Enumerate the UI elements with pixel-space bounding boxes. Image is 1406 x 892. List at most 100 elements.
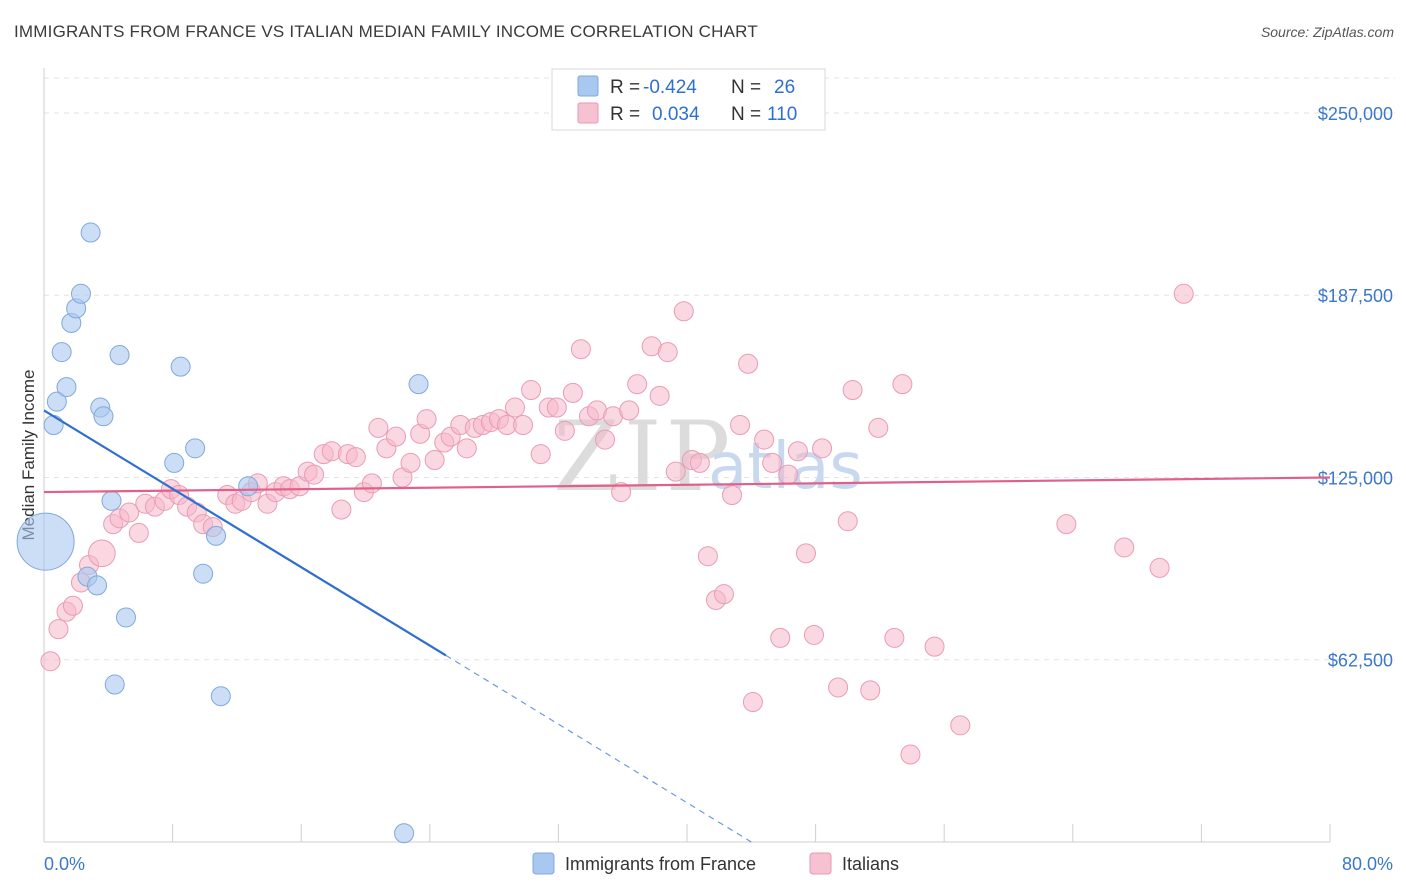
legend-n-label-france: N =: [731, 77, 761, 98]
bottom-legend-swatch-italians: [809, 852, 832, 875]
point-italians: [368, 417, 389, 438]
point-italians: [754, 429, 775, 450]
point-france: [164, 452, 185, 473]
bottom-legend: Immigrants from France Italians: [532, 852, 899, 875]
point-italians: [416, 409, 437, 430]
legend-swatch-france: [577, 75, 599, 97]
point-italians: [900, 744, 921, 765]
point-italians: [892, 374, 913, 395]
x-tick-label-max: 80.0%: [1342, 854, 1393, 874]
point-italians: [562, 382, 583, 403]
chart-title: IMMIGRANTS FROM FRANCE VS ITALIAN MEDIAN…: [14, 22, 758, 41]
y-axis-label: Median Family Income: [19, 369, 38, 540]
point-france: [206, 525, 227, 546]
point-italians: [673, 301, 694, 322]
point-italians: [884, 627, 905, 648]
point-france: [170, 356, 191, 377]
point-italians: [570, 339, 591, 360]
y-tick-label: $62,500: [1328, 651, 1393, 671]
y-tick-label: $187,500: [1318, 286, 1393, 306]
point-italians: [62, 595, 83, 616]
point-france: [43, 415, 64, 436]
point-france: [87, 575, 108, 596]
bottom-legend-label-italians: Italians: [842, 854, 899, 874]
point-italians: [386, 426, 407, 447]
legend-n-label-italians: N =: [731, 104, 761, 125]
legend-r-label-france: R =: [610, 77, 640, 98]
point-italians: [649, 385, 670, 406]
point-italians: [1173, 283, 1194, 304]
point-italians: [361, 473, 382, 494]
point-france: [193, 563, 214, 584]
trend-line-italians: [43, 476, 1331, 494]
legend-n-value-italians: 110: [767, 104, 797, 125]
point-france: [56, 377, 77, 398]
point-italians: [837, 511, 858, 532]
point-italians: [611, 482, 632, 503]
point-italians: [530, 444, 551, 465]
point-france: [185, 438, 206, 459]
legend: R = -0.424 N = 26 R = 0.034 N = 110: [551, 68, 826, 131]
point-italians: [400, 452, 421, 473]
point-italians: [803, 624, 824, 645]
legend-swatch-italians: [577, 102, 599, 124]
point-italians: [787, 441, 808, 462]
legend-r-value-italians: 0.034: [652, 104, 700, 125]
legend-r-label-italians: R =: [610, 104, 640, 125]
point-italians: [424, 450, 445, 470]
point-france: [70, 283, 91, 304]
point-italians: [924, 636, 945, 657]
point-france: [210, 686, 231, 707]
point-italians: [722, 484, 743, 505]
point-italians: [868, 417, 889, 438]
point-italians: [504, 397, 525, 418]
point-france: [80, 222, 101, 243]
point-italians: [48, 619, 69, 640]
point-italians: [950, 715, 971, 736]
point-italians: [619, 400, 640, 421]
point-italians: [742, 692, 763, 713]
bottom-legend-swatch-france: [532, 852, 555, 875]
x-tick-label-min: 0.0%: [44, 854, 85, 874]
point-france: [51, 342, 72, 363]
series-france: [16, 222, 429, 844]
point-france: [16, 512, 75, 571]
axes: [43, 68, 1331, 843]
trend-lines: [43, 409, 1331, 843]
point-france: [46, 391, 67, 412]
point-italians: [546, 397, 567, 418]
point-italians: [778, 464, 799, 485]
point-italians: [1056, 514, 1077, 535]
point-france: [93, 406, 114, 427]
point-france: [101, 490, 122, 511]
point-italians: [513, 415, 534, 436]
point-italians: [595, 429, 616, 450]
point-italians: [119, 502, 140, 523]
point-italians: [842, 380, 863, 401]
gridlines: [44, 77, 1395, 661]
point-italians: [1114, 537, 1135, 558]
legend-r-value-france: -0.424: [643, 77, 697, 98]
point-italians: [828, 677, 849, 698]
point-italians: [40, 651, 61, 672]
point-italians: [88, 539, 116, 568]
y-tick-label: $125,000: [1318, 468, 1393, 488]
point-italians: [730, 415, 751, 436]
point-italians: [128, 522, 149, 543]
point-italians: [770, 627, 791, 648]
point-italians: [554, 420, 575, 441]
point-italians: [860, 680, 881, 701]
point-france: [408, 374, 429, 395]
point-france: [104, 674, 125, 695]
point-italians: [304, 464, 325, 485]
point-italians: [627, 374, 648, 395]
point-italians: [697, 546, 718, 567]
y-tick-labels: $62,500 $125,000 $187,500 $250,000: [1318, 104, 1393, 671]
point-italians: [689, 452, 710, 473]
point-france: [394, 823, 415, 844]
point-france: [109, 345, 130, 366]
point-italians: [665, 461, 686, 482]
trend-line-france: [43, 409, 447, 657]
x-tick-labels: 0.0% 80.0%: [44, 854, 1393, 874]
point-italians: [713, 584, 734, 605]
